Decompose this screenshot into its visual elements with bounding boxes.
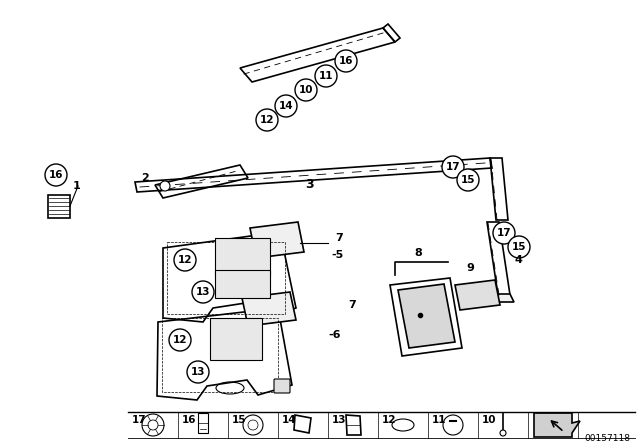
Bar (215, 270, 270, 298)
Circle shape (187, 361, 209, 383)
Text: 10: 10 (482, 415, 496, 425)
Text: 16: 16 (49, 170, 63, 180)
Text: 7: 7 (348, 300, 356, 310)
Bar (215, 238, 270, 276)
Circle shape (493, 222, 515, 244)
Text: -5: -5 (332, 250, 344, 260)
Circle shape (275, 95, 297, 117)
Text: 14: 14 (278, 101, 293, 111)
Polygon shape (242, 292, 296, 326)
Polygon shape (250, 222, 304, 258)
Text: 12: 12 (381, 415, 396, 425)
Circle shape (243, 415, 263, 435)
Bar (167, 242, 285, 314)
Circle shape (508, 236, 530, 258)
Text: 17: 17 (132, 415, 147, 425)
Bar (210, 318, 262, 360)
Text: 4: 4 (514, 255, 522, 265)
Ellipse shape (392, 419, 414, 431)
Text: 11: 11 (432, 415, 446, 425)
Text: 13: 13 (332, 415, 346, 425)
Text: 9: 9 (466, 263, 474, 273)
Text: 12: 12 (260, 115, 275, 125)
Circle shape (256, 109, 278, 131)
Text: 7: 7 (335, 233, 343, 243)
Circle shape (192, 281, 214, 303)
Circle shape (442, 156, 464, 178)
Polygon shape (497, 294, 514, 302)
Circle shape (295, 79, 317, 101)
Circle shape (45, 164, 67, 186)
Bar (198, 413, 208, 433)
Text: 16: 16 (182, 415, 196, 425)
Circle shape (500, 430, 506, 436)
Text: 12: 12 (178, 255, 192, 265)
Text: 14: 14 (282, 415, 296, 425)
Polygon shape (455, 280, 500, 310)
Circle shape (443, 415, 463, 435)
Circle shape (160, 181, 170, 191)
Circle shape (142, 414, 164, 436)
Polygon shape (398, 284, 455, 348)
Text: 13: 13 (196, 287, 211, 297)
Text: 15: 15 (512, 242, 526, 252)
Text: 15: 15 (232, 415, 246, 425)
Circle shape (457, 169, 479, 191)
Circle shape (248, 420, 258, 430)
Circle shape (315, 65, 337, 87)
Text: 16: 16 (339, 56, 353, 66)
Text: 11: 11 (319, 71, 333, 81)
Text: -6: -6 (329, 330, 341, 340)
Text: 10: 10 (299, 85, 313, 95)
Text: 00157118: 00157118 (584, 434, 630, 443)
Circle shape (174, 249, 196, 271)
Text: 17: 17 (497, 228, 511, 238)
Circle shape (335, 50, 357, 72)
Circle shape (169, 329, 191, 351)
Text: 13: 13 (191, 367, 205, 377)
Circle shape (148, 420, 158, 430)
Text: 12: 12 (173, 335, 188, 345)
Text: 15: 15 (461, 175, 476, 185)
Text: 3: 3 (306, 178, 314, 191)
Bar (162, 318, 278, 392)
Text: 2: 2 (141, 173, 149, 183)
Text: 8: 8 (414, 248, 422, 258)
FancyBboxPatch shape (274, 379, 290, 393)
Polygon shape (534, 413, 580, 437)
Text: 17: 17 (445, 162, 460, 172)
Text: 1: 1 (73, 181, 81, 191)
